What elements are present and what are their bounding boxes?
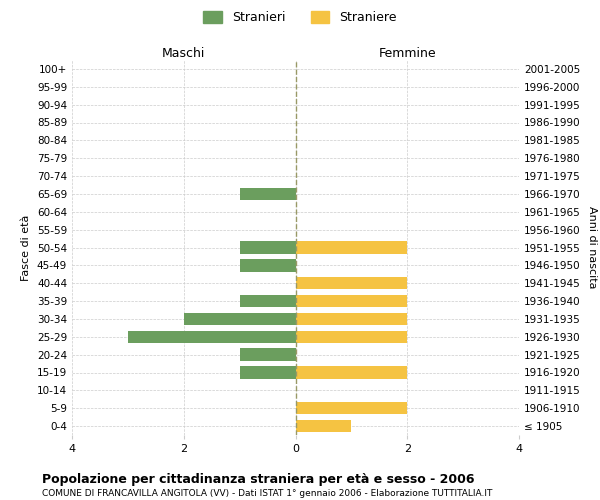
Bar — [296, 312, 407, 325]
Text: COMUNE DI FRANCAVILLA ANGITOLA (VV) - Dati ISTAT 1° gennaio 2006 - Elaborazione : COMUNE DI FRANCAVILLA ANGITOLA (VV) - Da… — [42, 489, 493, 498]
Text: Maschi: Maschi — [162, 47, 205, 60]
Bar — [296, 366, 407, 379]
Bar — [239, 242, 296, 254]
Bar — [239, 366, 296, 379]
Text: Femmine: Femmine — [379, 47, 436, 60]
Text: Popolazione per cittadinanza straniera per età e sesso - 2006: Popolazione per cittadinanza straniera p… — [42, 472, 475, 486]
Bar — [296, 402, 407, 414]
Bar — [296, 277, 407, 289]
Bar — [296, 420, 352, 432]
Y-axis label: Anni di nascita: Anni di nascita — [587, 206, 597, 289]
Bar — [296, 242, 407, 254]
Bar — [296, 330, 407, 343]
Bar — [239, 348, 296, 361]
Bar — [296, 295, 407, 308]
Bar — [239, 188, 296, 200]
Y-axis label: Fasce di età: Fasce di età — [22, 214, 31, 280]
Bar — [184, 312, 296, 325]
Legend: Stranieri, Straniere: Stranieri, Straniere — [198, 6, 402, 29]
Bar — [239, 259, 296, 272]
Bar — [128, 330, 296, 343]
Bar — [239, 295, 296, 308]
